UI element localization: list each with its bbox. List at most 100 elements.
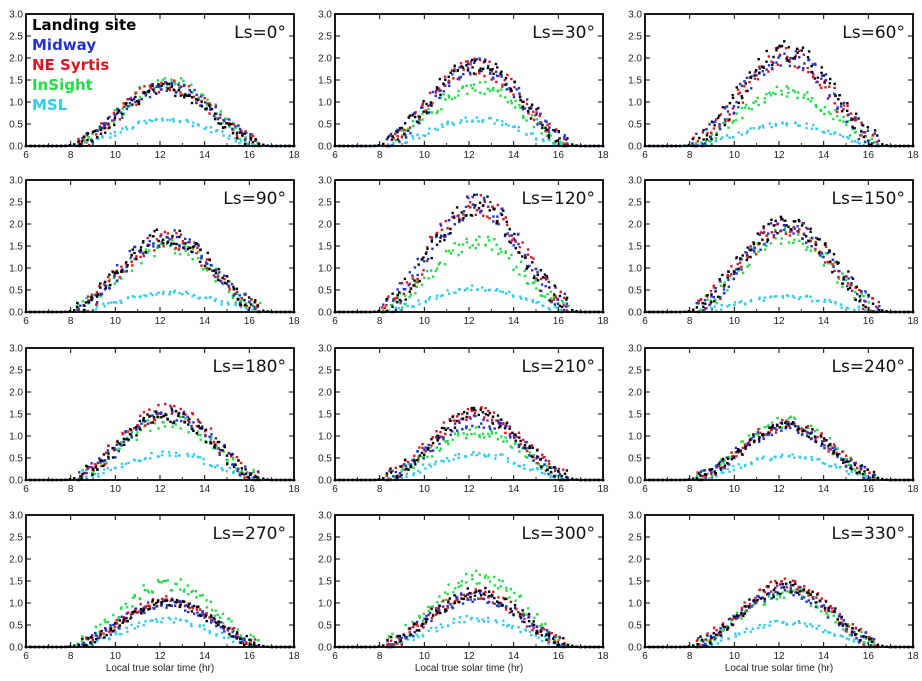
data-point bbox=[484, 243, 487, 247]
data-point bbox=[209, 131, 213, 134]
x-tick-label: 10 bbox=[419, 484, 431, 495]
data-point bbox=[175, 231, 178, 235]
data-point bbox=[409, 293, 412, 296]
data-point bbox=[501, 123, 504, 127]
data-point bbox=[214, 268, 217, 272]
data-point bbox=[227, 290, 231, 293]
data-point bbox=[186, 120, 190, 123]
data-point bbox=[414, 463, 417, 466]
panel-label: Ls=0° bbox=[234, 23, 286, 43]
data-point bbox=[834, 448, 837, 451]
data-point bbox=[169, 290, 172, 294]
data-point bbox=[806, 431, 810, 434]
data-point bbox=[244, 136, 247, 139]
data-point bbox=[228, 452, 231, 455]
data-point bbox=[478, 435, 481, 439]
data-point bbox=[442, 93, 445, 96]
data-point bbox=[482, 67, 485, 70]
data-point bbox=[204, 428, 207, 432]
data-point bbox=[166, 82, 169, 86]
data-point bbox=[428, 103, 432, 107]
data-point bbox=[758, 125, 761, 129]
data-point bbox=[705, 307, 708, 310]
data-point bbox=[763, 101, 766, 104]
data-point bbox=[170, 85, 174, 88]
data-point bbox=[115, 112, 118, 116]
data-point bbox=[121, 107, 124, 111]
data-point bbox=[814, 249, 817, 252]
data-point bbox=[732, 277, 736, 280]
data-point bbox=[793, 57, 796, 60]
data-point bbox=[239, 461, 243, 465]
data-point bbox=[171, 421, 174, 425]
data-point bbox=[806, 246, 809, 249]
data-point bbox=[252, 471, 255, 474]
data-point bbox=[251, 141, 255, 144]
data-point bbox=[117, 450, 120, 453]
data-point bbox=[230, 453, 233, 456]
data-point bbox=[737, 267, 740, 270]
data-point bbox=[807, 58, 810, 62]
data-point bbox=[414, 115, 417, 119]
data-point bbox=[774, 237, 777, 240]
data-point bbox=[442, 421, 446, 424]
data-point bbox=[89, 465, 93, 469]
data-point bbox=[221, 283, 225, 286]
data-point bbox=[878, 308, 881, 312]
data-point bbox=[811, 428, 814, 431]
data-point bbox=[104, 463, 107, 466]
data-point bbox=[170, 406, 173, 409]
data-point bbox=[544, 119, 547, 122]
data-point bbox=[427, 111, 430, 114]
data-point bbox=[210, 263, 213, 267]
data-point bbox=[793, 456, 796, 459]
data-point bbox=[440, 123, 444, 126]
y-tick-label: 0.5 bbox=[9, 286, 23, 297]
data-point bbox=[465, 436, 468, 440]
data-point bbox=[101, 636, 105, 640]
data-point bbox=[722, 461, 725, 465]
data-point bbox=[465, 214, 468, 217]
data-point bbox=[866, 468, 869, 471]
data-point bbox=[244, 306, 247, 310]
data-point bbox=[106, 117, 110, 120]
data-point bbox=[702, 129, 705, 132]
y-tick-label: 0.0 bbox=[318, 476, 332, 487]
data-point bbox=[714, 120, 717, 123]
data-point bbox=[228, 121, 231, 125]
data-point bbox=[512, 93, 515, 96]
data-point bbox=[496, 203, 500, 207]
data-point bbox=[772, 61, 775, 64]
data-point bbox=[774, 223, 777, 227]
data-point bbox=[805, 126, 808, 130]
data-point bbox=[221, 468, 224, 472]
data-point bbox=[216, 273, 220, 276]
data-point bbox=[860, 467, 863, 470]
data-point bbox=[496, 215, 499, 218]
data-point bbox=[151, 421, 154, 424]
data-point bbox=[190, 101, 194, 105]
data-point bbox=[469, 417, 472, 420]
data-point bbox=[262, 143, 265, 147]
data-point bbox=[495, 419, 498, 422]
data-point bbox=[548, 138, 551, 142]
data-point bbox=[80, 477, 84, 480]
data-point bbox=[772, 55, 775, 59]
data-point bbox=[107, 122, 111, 125]
data-point bbox=[847, 463, 850, 467]
data-point bbox=[208, 296, 212, 299]
data-point bbox=[506, 460, 510, 463]
data-point bbox=[761, 231, 764, 235]
data-point bbox=[456, 434, 460, 437]
data-point bbox=[702, 138, 705, 141]
data-point bbox=[188, 94, 191, 97]
data-point bbox=[496, 414, 500, 417]
data-point bbox=[758, 67, 762, 70]
data-point bbox=[548, 286, 551, 289]
data-point bbox=[240, 129, 243, 132]
data-point bbox=[536, 270, 539, 274]
data-point bbox=[747, 434, 751, 437]
data-point bbox=[728, 455, 731, 459]
data-point bbox=[773, 295, 776, 298]
series-insight bbox=[333, 235, 605, 314]
